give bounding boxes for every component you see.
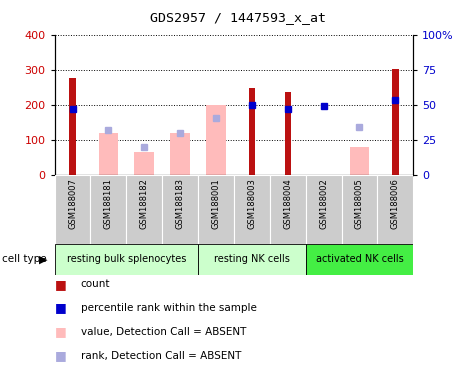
Bar (285, 92, 291, 175)
Text: rank, Detection Call = ABSENT: rank, Detection Call = ABSENT (81, 351, 241, 361)
Text: value, Detection Call = ABSENT: value, Detection Call = ABSENT (81, 327, 246, 337)
Bar (198, 244, 306, 275)
Bar (378, 175, 413, 244)
Bar (306, 175, 342, 244)
Bar (342, 175, 378, 244)
Text: GSM188182: GSM188182 (140, 178, 149, 229)
Bar (248, 88, 255, 175)
Bar (126, 175, 162, 244)
Bar (55, 244, 198, 275)
Text: ■: ■ (55, 301, 66, 314)
Bar (69, 78, 76, 175)
Text: GSM188183: GSM188183 (176, 178, 185, 229)
Bar (392, 69, 399, 175)
Text: GSM188005: GSM188005 (355, 178, 364, 229)
Bar (91, 175, 126, 244)
Bar (306, 244, 413, 275)
Bar (198, 175, 234, 244)
Bar (350, 147, 370, 175)
Bar (162, 175, 198, 244)
Text: GDS2957 / 1447593_x_at: GDS2957 / 1447593_x_at (150, 12, 325, 25)
Text: activated NK cells: activated NK cells (315, 254, 403, 264)
Text: count: count (81, 279, 110, 289)
Bar (98, 133, 118, 175)
Bar (270, 175, 306, 244)
Text: ■: ■ (55, 325, 66, 338)
Text: cell type: cell type (2, 254, 47, 264)
Text: resting NK cells: resting NK cells (214, 254, 290, 264)
Text: GSM188003: GSM188003 (247, 178, 257, 229)
Bar (234, 175, 270, 244)
Text: resting bulk splenocytes: resting bulk splenocytes (66, 254, 186, 264)
Bar (134, 152, 154, 175)
Text: GSM188181: GSM188181 (104, 178, 113, 229)
Text: percentile rank within the sample: percentile rank within the sample (81, 303, 256, 313)
Text: ■: ■ (55, 278, 66, 291)
Text: GSM188002: GSM188002 (319, 178, 328, 229)
Text: ▶: ▶ (39, 254, 48, 264)
Bar (206, 104, 226, 175)
Bar (55, 175, 91, 244)
Text: ■: ■ (55, 349, 66, 362)
Bar (170, 133, 190, 175)
Text: GSM188007: GSM188007 (68, 178, 77, 229)
Text: GSM188001: GSM188001 (211, 178, 220, 229)
Text: GSM188006: GSM188006 (391, 178, 400, 229)
Text: GSM188004: GSM188004 (283, 178, 292, 229)
